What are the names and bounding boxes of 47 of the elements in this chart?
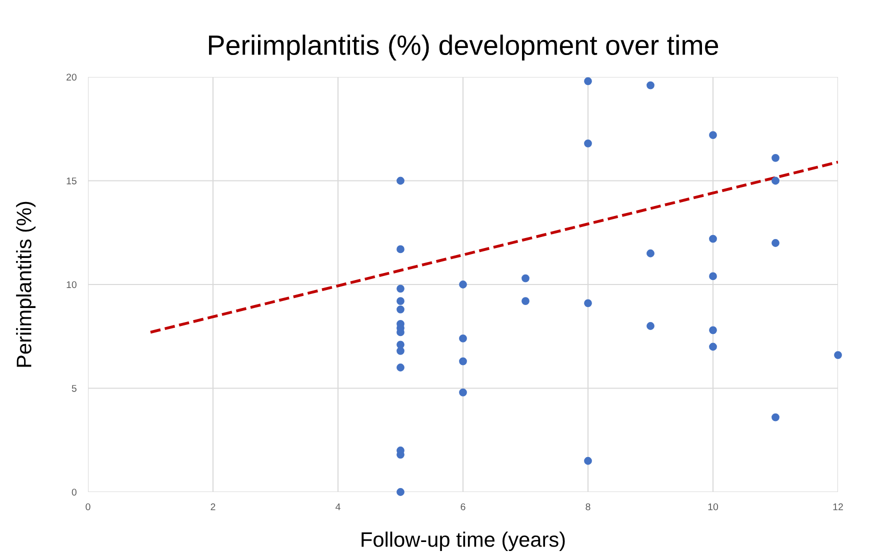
point [396,346,404,355]
x-axis-title: Follow-up time (years) [362,532,565,552]
point [772,154,780,162]
point [396,488,404,496]
point [646,249,654,258]
x-tick-label: 12 [833,503,843,510]
chart-title: Periimplantitis (%) development over time [209,34,718,61]
point [522,297,530,306]
y-tick-label: 20 [66,74,77,81]
point [584,77,592,86]
point [459,280,467,288]
x-tick-label: 2 [210,503,216,510]
point [584,456,592,465]
point [459,357,467,366]
y-tick-label: 15 [66,178,76,184]
point [772,413,780,422]
y-tick-label: 0 [72,488,77,496]
point [646,81,654,90]
point [709,326,717,334]
point [584,139,592,148]
y-tick-label: 5 [72,385,76,392]
point [709,342,717,351]
point [772,176,780,185]
point [584,299,592,308]
point [709,131,717,140]
point [459,388,467,396]
point [396,245,404,254]
point [709,234,717,243]
y-tick-label: 10 [66,281,77,288]
point [646,322,654,330]
point [396,340,404,349]
x-tick-label: 0 [86,503,90,510]
point [834,351,842,359]
point [396,284,404,293]
point [396,364,404,372]
x-tick-label: 8 [586,503,590,510]
x-tick-label: 10 [708,503,718,510]
x-tick-label: 4 [336,503,340,510]
point [522,274,530,282]
y-axis-title: Periimplantitis (%) [16,202,36,367]
point [396,176,404,185]
point [396,305,404,314]
point [459,334,467,342]
point [396,297,404,306]
point [709,272,717,280]
x-tick-label: 6 [460,503,466,510]
point [772,239,780,247]
